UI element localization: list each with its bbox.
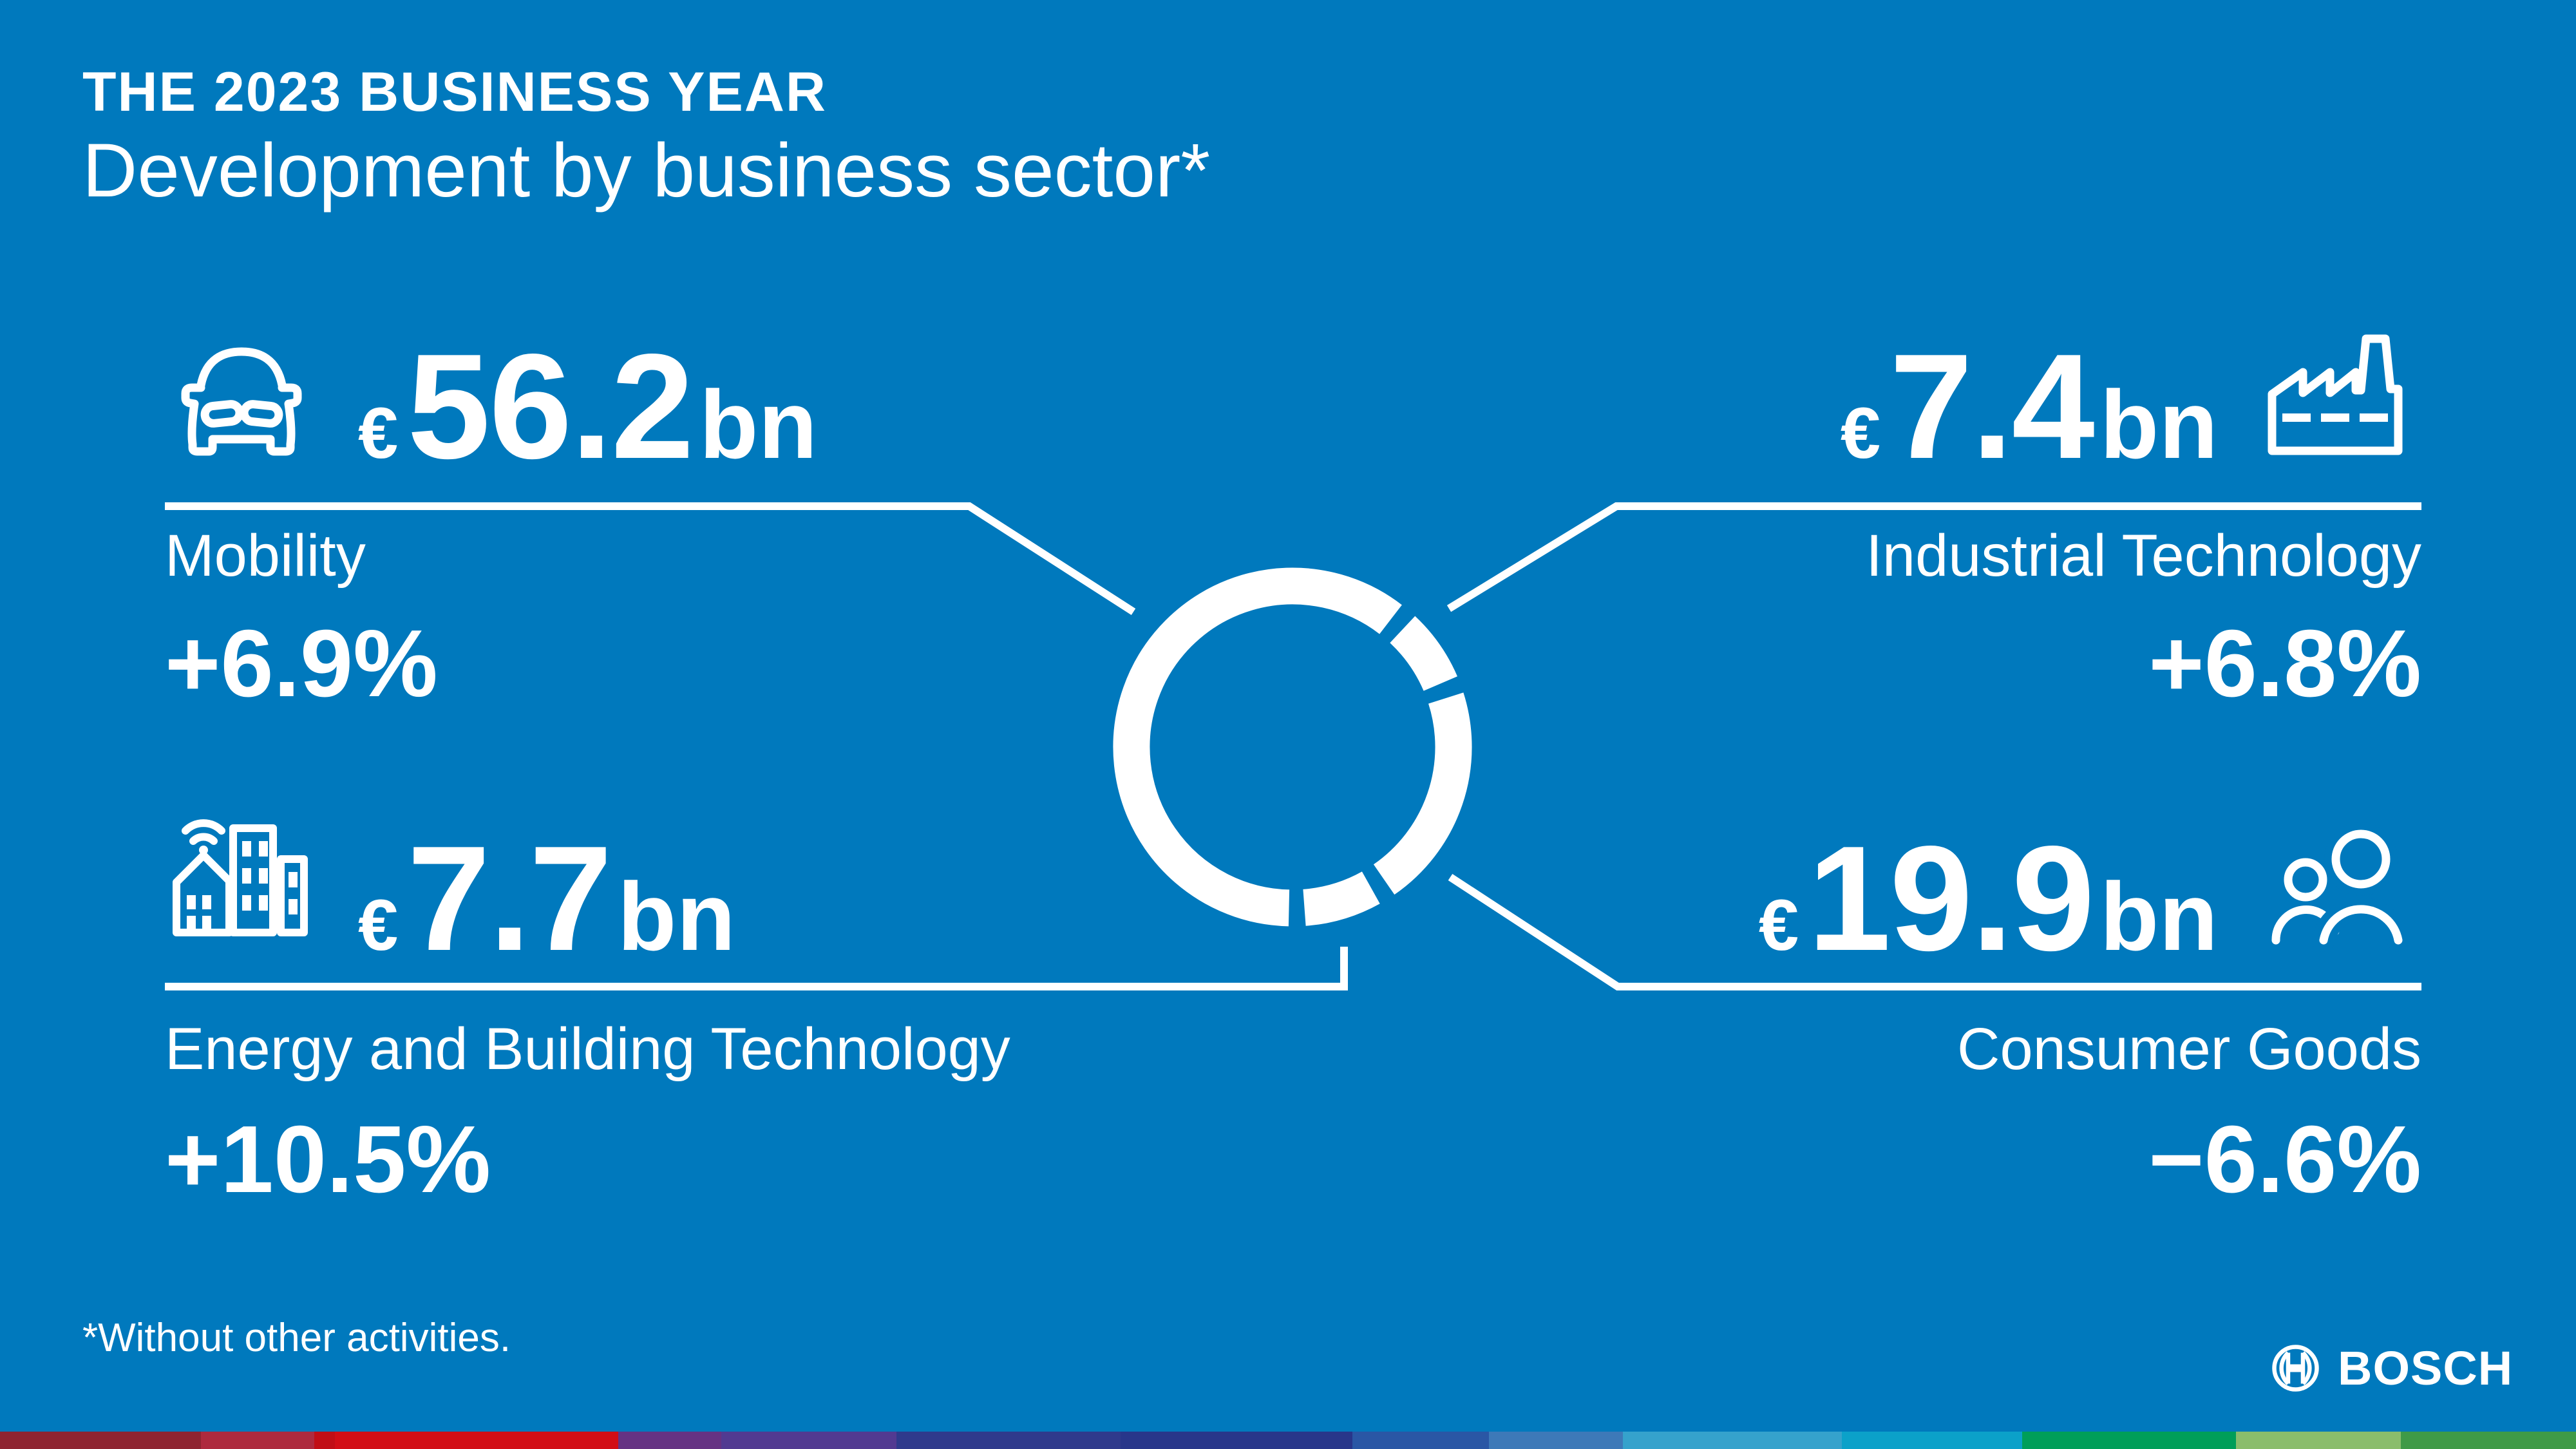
donut-segment-energy-and-building-technology bbox=[1302, 871, 1380, 926]
revenue-unit: bn bbox=[2099, 862, 2218, 971]
sector-change-mobility: +6.9% bbox=[165, 611, 438, 717]
revenue-value: 56.2 bbox=[407, 323, 694, 490]
donut-segment-consumer-goods bbox=[1373, 692, 1472, 895]
footnote: *Without other activities. bbox=[82, 1316, 511, 1360]
currency-symbol: € bbox=[358, 393, 399, 473]
factory-icon bbox=[2268, 334, 2403, 455]
revenue-value: 7.4 bbox=[1889, 323, 2095, 490]
energy-revenue: €7.7 bn bbox=[358, 824, 735, 974]
donut-segment-mobility bbox=[1113, 567, 1402, 927]
sector-change-energy-building: +10.5% bbox=[165, 1106, 491, 1213]
sector-label-energy-building: Energy and Building Technology bbox=[165, 1016, 1010, 1082]
bosch-wordmark: BOSCH bbox=[2338, 1341, 2514, 1395]
sector-label-consumer-goods: Consumer Goods bbox=[1957, 1016, 2421, 1082]
sector-label-mobility: Mobility bbox=[165, 523, 366, 589]
people-icon bbox=[2271, 822, 2410, 952]
bosch-supergraphic-stripe bbox=[0, 1432, 2576, 1449]
bosch-anchor-symbol-icon bbox=[2272, 1345, 2319, 1392]
donut-segment-industrial-technology bbox=[1389, 616, 1457, 692]
connector-line-consumer-goods bbox=[1448, 873, 2421, 990]
revenue-value: 7.7 bbox=[407, 815, 612, 982]
sector-change-industrial-technology: +6.8% bbox=[2148, 611, 2421, 717]
currency-symbol: € bbox=[358, 885, 399, 965]
currency-symbol: € bbox=[1758, 885, 1799, 965]
connector-line-energy-building-technology bbox=[165, 947, 1348, 990]
revenue-value: 19.9 bbox=[1808, 815, 2095, 982]
connector-line-mobility bbox=[165, 502, 1136, 616]
consumer-revenue: €19.9 bn bbox=[1759, 824, 2218, 974]
revenue-unit: bn bbox=[699, 370, 818, 478]
revenue-unit: bn bbox=[2099, 370, 2218, 478]
revenue-unit: bn bbox=[617, 862, 736, 971]
industrial-revenue: €7.4 bn bbox=[1841, 332, 2218, 482]
mobility-revenue: €56.2 bn bbox=[358, 332, 817, 482]
sector-change-consumer-goods: −6.6% bbox=[2148, 1106, 2421, 1213]
connector-line-industrial-technology bbox=[1446, 502, 2421, 612]
page-title: Development by business sector* bbox=[82, 128, 1211, 213]
sector-label-industrial-technology: Industrial Technology bbox=[1866, 523, 2421, 589]
currency-symbol: € bbox=[1840, 393, 1881, 473]
car-icon bbox=[181, 347, 302, 456]
smart-buildings-icon bbox=[173, 819, 308, 936]
page-kicker: THE 2023 BUSINESS YEAR bbox=[82, 61, 828, 123]
